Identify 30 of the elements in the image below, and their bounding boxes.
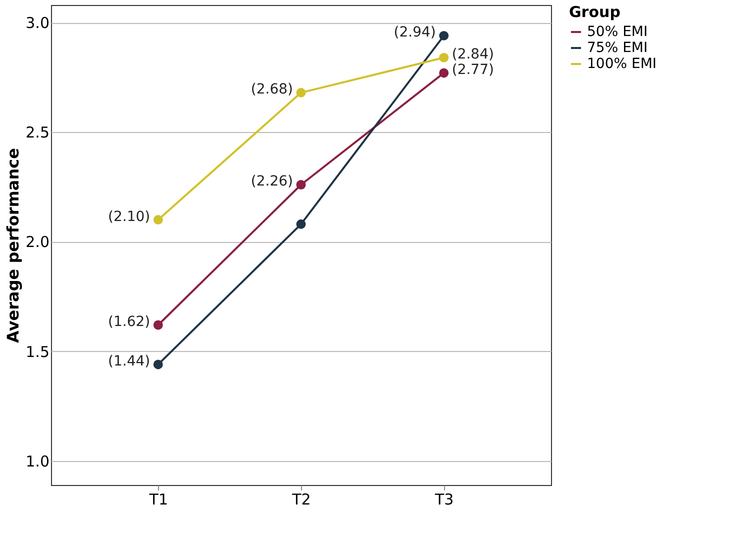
data-label: (2.26) [250,174,293,190]
y-tick-label: 1.5 [26,342,50,361]
point [439,52,449,62]
data-label: (1.62) [108,314,150,330]
y-tick-label: 2.5 [26,124,50,142]
point [439,30,449,40]
point [296,88,306,98]
legend-label: 100% EMI [587,56,657,72]
point [296,180,306,190]
data-label: (2.10) [108,208,150,225]
legend-label: 50% EMI [587,24,648,40]
data-label: (2.94) [394,24,436,41]
data-label: (2.68) [250,82,293,98]
point [296,219,306,229]
point [439,68,449,78]
legend-title: Group [569,3,621,21]
point [153,360,163,370]
x-tick-label: T1 [148,490,168,508]
x-tick-label: T3 [434,490,454,508]
y-tick-label: 3.0 [26,14,50,32]
legend-label: 75% EMI [587,40,648,56]
data-label: (2.77) [452,62,494,78]
point [153,215,163,225]
y-tick-label: 1.0 [26,452,50,470]
x-tick-label: T2 [291,490,311,508]
y-tick-label: 2.0 [26,233,50,252]
point [153,320,163,330]
y-axis-title: Average performance [4,148,23,343]
data-label: (2.84) [452,46,494,63]
data-label: (1.44) [108,353,150,370]
